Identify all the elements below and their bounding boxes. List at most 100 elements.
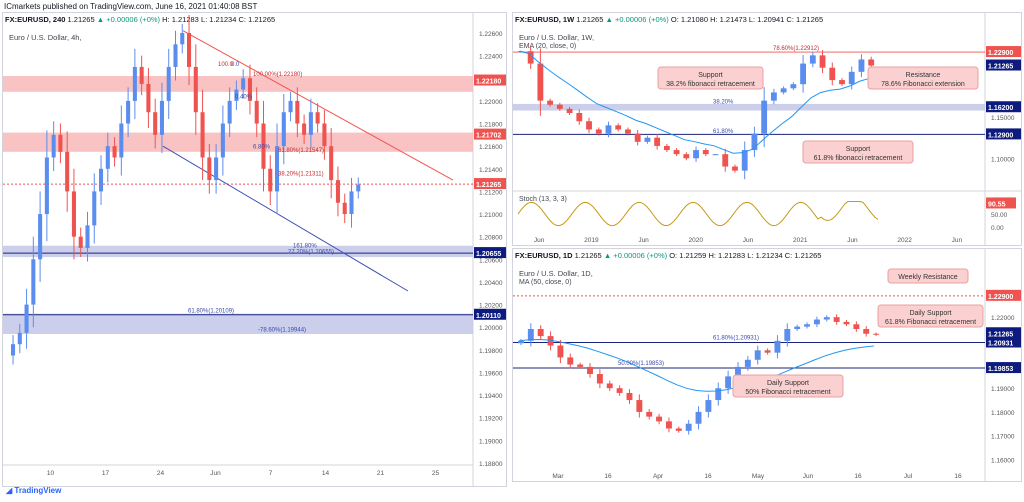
chart-title: Euro / U.S. Dollar, 1W,	[519, 33, 595, 42]
candle	[566, 108, 573, 113]
price-label: 1.21265	[476, 182, 501, 189]
candle	[227, 100, 232, 124]
ma-line	[518, 338, 875, 392]
candle	[268, 168, 273, 192]
price-label-bg	[986, 59, 1021, 71]
callout-text-box	[887, 268, 969, 284]
candle	[605, 125, 612, 134]
price-label-bg	[986, 336, 1021, 348]
fib-annotation: 100.00%(1.22180)	[253, 72, 302, 78]
candle	[644, 137, 651, 142]
candle	[547, 100, 554, 105]
candle	[725, 376, 732, 389]
candle	[220, 123, 225, 158]
price-label: 1.20931	[988, 341, 1013, 348]
candle	[732, 166, 738, 171]
chart-4h-canvas: 1.226001.224001.222001.220001.218001.216…	[3, 13, 506, 486]
callout-text: 61.8% fibonacci retracement	[814, 155, 903, 162]
x-tick-label: 10	[47, 470, 55, 477]
fib-annotation: 0.0	[231, 62, 240, 68]
candle	[586, 121, 592, 130]
candle	[625, 129, 631, 134]
candle	[132, 66, 137, 101]
publisher-header: ICmarkets published on TradingView.com, …	[4, 2, 258, 11]
candle	[342, 202, 347, 215]
candle	[315, 112, 320, 124]
candle	[92, 191, 97, 226]
candle	[675, 428, 682, 431]
candle	[702, 150, 709, 155]
callout-text-box	[657, 66, 764, 90]
candle	[24, 304, 29, 333]
y-tick-label: 1.20600	[479, 257, 503, 264]
y-tick-label: 1.21800	[479, 122, 503, 129]
x-tick-label: 16	[954, 473, 962, 480]
ema-legend: EMA (20, close, 0)	[519, 43, 577, 50]
x-tick-label: 16	[604, 473, 612, 480]
candle	[112, 146, 117, 158]
callout-text-box	[802, 140, 914, 164]
candle	[193, 66, 198, 113]
candle	[615, 125, 622, 130]
candle	[774, 340, 781, 353]
fib-annotation: 61.80%	[713, 129, 734, 135]
candle	[863, 329, 870, 334]
candle	[146, 83, 151, 113]
candle	[356, 184, 361, 192]
price-label-bg	[986, 101, 1021, 113]
candle	[654, 137, 661, 146]
candle	[833, 317, 840, 322]
candle	[873, 333, 880, 335]
candle	[322, 123, 327, 147]
callout-text: Daily Support	[909, 310, 951, 317]
channel-lower	[162, 145, 409, 292]
chart-1w[interactable]: FX:EURUSD, 1W 1.21265 ▲ +0.00006 (+0%) O…	[512, 12, 1022, 246]
candle	[119, 123, 124, 158]
fib-annotation: 38.20%(1.21311)	[278, 172, 324, 178]
fib-annotation: 6.80%	[253, 144, 271, 150]
y-tick-label: 50.00	[991, 212, 1008, 219]
y-tick-label: 1.21600	[479, 144, 503, 151]
candle	[288, 100, 293, 113]
candle	[823, 317, 830, 320]
x-tick-label: 16	[854, 473, 862, 480]
x-tick-label: 2020	[689, 237, 704, 244]
price-label-bg	[986, 46, 1021, 58]
candle	[794, 326, 801, 329]
candle	[261, 123, 266, 169]
candle	[38, 214, 43, 260]
candle	[99, 168, 104, 192]
callout-text-box	[732, 374, 844, 398]
ema-line	[518, 50, 870, 154]
chart-4h[interactable]: FX:EURUSD, 240 1.21265 ▲ +0.00006 (+0%) …	[2, 12, 507, 487]
support-zone	[513, 103, 985, 111]
fib-annotation: 27.20%(1.20655)	[288, 250, 334, 256]
support-zone	[3, 245, 473, 258]
candle	[636, 400, 643, 412]
candle	[587, 366, 593, 374]
candle	[241, 78, 246, 90]
chart-1d[interactable]: FX:EURUSD, 1D 1.21265 ▲ +0.00006 (+0%) O…	[512, 248, 1022, 482]
candle	[741, 150, 748, 171]
y-tick-label: 1.18000	[991, 410, 1015, 417]
x-tick-label: 16	[704, 473, 712, 480]
tradingview-logo[interactable]: ◢ TradingView	[6, 486, 62, 495]
x-tick-label: 7	[269, 470, 273, 477]
fib-annotation: 61.80%(1.20931)	[713, 336, 759, 342]
y-tick-label: 1.19000	[991, 386, 1015, 393]
price-label: 1.22900	[988, 294, 1013, 301]
candle	[780, 88, 787, 93]
y-tick-label: 1.22400	[479, 54, 503, 61]
candle	[71, 191, 76, 237]
callout-text-box	[867, 66, 979, 90]
candle	[518, 340, 524, 344]
candle	[626, 392, 633, 401]
y-tick-label: 1.20400	[479, 280, 503, 287]
fib-annotation: 161.80%	[293, 243, 317, 249]
x-tick-label: Jun	[743, 237, 754, 244]
candle	[547, 336, 554, 346]
candle	[275, 146, 280, 192]
price-label: 1.21265	[988, 64, 1013, 71]
candle	[722, 154, 729, 167]
x-tick-label: Jun	[210, 470, 221, 477]
